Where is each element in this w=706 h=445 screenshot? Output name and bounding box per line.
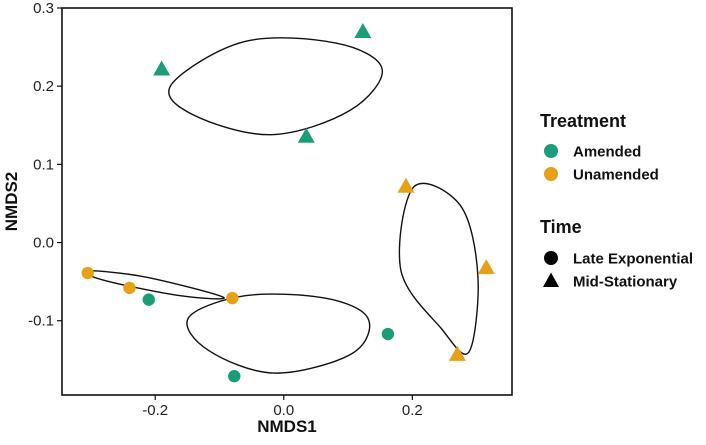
legend-amended-label: Amended [573,144,641,161]
tick-layer: -0.2 0.0 0.2 0.3 0.2 0.1 0.0 -0.1 [28,0,423,419]
data-point-circle [142,293,155,306]
y-tick-label: -0.1 [28,313,54,330]
legend-mid-stationary-label: Mid-Stationary [573,274,678,291]
confidence-ellipse-3 [82,269,225,300]
y-axis-label: NMDS2 [2,172,21,232]
legend-unamended-swatch [544,167,558,181]
x-axis-label: NMDS1 [257,417,317,436]
legend-time-title: Time [540,217,582,237]
legend-circle-marker-icon [544,251,558,265]
data-point-circle [381,327,395,341]
data-point-circle [123,281,136,295]
y-tick-label: 0.3 [33,0,54,17]
x-tick-label: 0.2 [402,402,423,419]
x-tick-label: 0.0 [273,402,294,419]
confidence-ellipse-1 [168,37,383,136]
data-point-triangle [297,127,315,143]
data-point-circle [81,266,94,280]
legend: Treatment Amended Unamended Time Late Ex… [540,111,693,291]
legend-late-exponential-label: Late Exponential [573,251,693,268]
ellipse-layer [82,37,479,374]
data-point-triangle [448,345,466,361]
legend-treatment-title: Treatment [540,111,626,131]
data-point-triangle [397,177,415,193]
confidence-ellipse-2 [186,293,371,374]
y-tick-label: 0.0 [33,235,54,252]
x-tick-label: -0.2 [142,402,168,419]
data-point-triangle [477,259,495,275]
legend-amended-swatch [544,144,558,158]
y-tick-label: 0.2 [33,78,54,95]
legend-unamended-label: Unamended [573,167,659,184]
point-layer [81,22,495,383]
y-tick-label: 0.1 [33,156,54,173]
plot-frame [61,7,513,396]
confidence-ellipse-4 [398,182,479,355]
data-point-circle [226,291,239,305]
legend-triangle-marker-icon [543,272,559,287]
data-point-circle [228,370,241,383]
data-point-triangle [354,22,372,38]
data-point-triangle [153,60,171,76]
